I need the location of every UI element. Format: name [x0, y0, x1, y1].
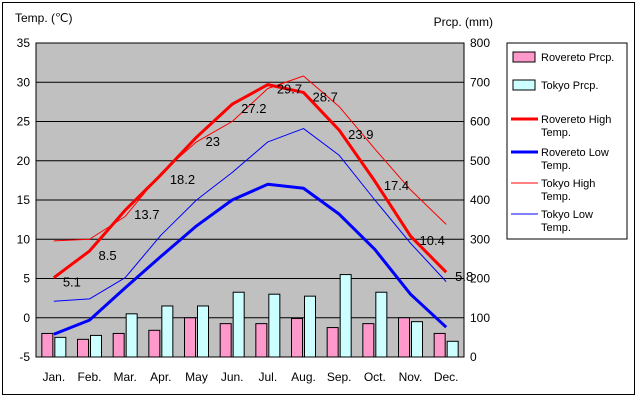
bar — [291, 318, 303, 358]
series-line — [53, 75, 447, 242]
bar — [54, 336, 67, 358]
x-tick-label: May — [185, 370, 208, 384]
chart-frame — [2, 2, 635, 395]
y-left-tick-label: -5 — [19, 350, 30, 364]
legend-swatch — [512, 51, 536, 63]
y-right-tick-label: 500 — [470, 154, 490, 168]
y-right-tick-label: 800 — [470, 36, 490, 50]
y-right-tick-label: 300 — [470, 232, 490, 246]
bar — [90, 334, 102, 358]
x-tick-label: Nov. — [399, 370, 423, 384]
data-label: 27.2 — [241, 101, 266, 116]
y-left-tick-label: 15 — [17, 193, 31, 207]
bar — [125, 313, 138, 358]
bar — [398, 317, 410, 358]
x-tick-label: Mar. — [113, 370, 136, 384]
x-tick-label: Jun. — [221, 370, 244, 384]
x-tick-label: Feb. — [77, 370, 101, 384]
bar — [232, 291, 245, 358]
data-label: 10.4 — [420, 233, 445, 248]
y-left-tick-label: 25 — [17, 115, 31, 129]
data-label: 23.9 — [348, 127, 373, 142]
bar — [339, 274, 352, 358]
y-left-axis-title: Temp. (℃) — [15, 11, 72, 25]
legend-box — [506, 42, 628, 240]
x-tick-label: Jan. — [42, 370, 65, 384]
bar — [148, 329, 161, 358]
bar — [219, 323, 232, 358]
bar — [112, 332, 125, 358]
data-label: 29.7 — [277, 82, 302, 97]
x-tick-label: Dec. — [434, 370, 459, 384]
legend-label: Tokyo High Temp. — [541, 178, 595, 203]
bar — [362, 323, 375, 358]
data-label: 17.4 — [384, 178, 409, 193]
y-left-tick-label: 10 — [17, 232, 31, 246]
y-right-axis-title: Prcp. (mm) — [434, 15, 493, 29]
bar — [411, 321, 423, 358]
legend-label: Tokyo Low Temp. — [541, 209, 593, 234]
y-left-tick-label: 5 — [23, 272, 30, 286]
series-line — [53, 182, 448, 336]
legend-swatch — [512, 79, 536, 91]
x-tick-label: Apr. — [150, 370, 171, 384]
x-tick-label: Jul. — [258, 370, 277, 384]
bar — [184, 317, 196, 358]
data-label: 8.5 — [99, 248, 117, 263]
bar — [326, 327, 339, 358]
y-left-tick-label: 20 — [17, 154, 31, 168]
y-left-tick-label: 30 — [17, 75, 31, 89]
y-right-tick-label: 200 — [470, 272, 490, 286]
legend-label: Rovereto High Temp. — [541, 114, 611, 139]
y-left-tick-label: 35 — [17, 36, 31, 50]
bar — [197, 305, 209, 358]
series-line — [52, 83, 448, 279]
bar — [41, 332, 54, 358]
x-tick-label: Aug. — [291, 370, 316, 384]
y-left-tick-label: 0 — [23, 311, 30, 325]
y-right-tick-label: 700 — [470, 75, 490, 89]
y-right-tick-label: 400 — [470, 193, 490, 207]
data-label: 5.1 — [63, 275, 81, 290]
bar — [77, 338, 89, 358]
y-right-tick-label: 0 — [470, 350, 477, 364]
x-tick-label: Sep. — [327, 370, 352, 384]
data-label: 23 — [206, 134, 220, 149]
legend-label: Rovereto Low Temp. — [541, 147, 609, 172]
series-line — [53, 128, 447, 302]
y-right-tick-label: 100 — [470, 311, 490, 325]
bar — [268, 293, 281, 358]
data-label: 5.8 — [455, 269, 473, 284]
bar — [446, 340, 459, 358]
bar — [375, 291, 388, 358]
bar — [304, 295, 316, 358]
bar — [161, 305, 174, 358]
bar — [433, 332, 446, 358]
data-label: 13.7 — [134, 207, 159, 222]
legend-label: Rovereto Prcp. — [541, 52, 614, 64]
legend-label: Tokyo Prcp. — [541, 80, 598, 92]
x-tick-label: Oct. — [364, 370, 386, 384]
y-right-tick-label: 600 — [470, 115, 490, 129]
bar — [255, 323, 268, 358]
data-label: 28.7 — [313, 89, 338, 104]
data-label: 18.2 — [170, 172, 195, 187]
